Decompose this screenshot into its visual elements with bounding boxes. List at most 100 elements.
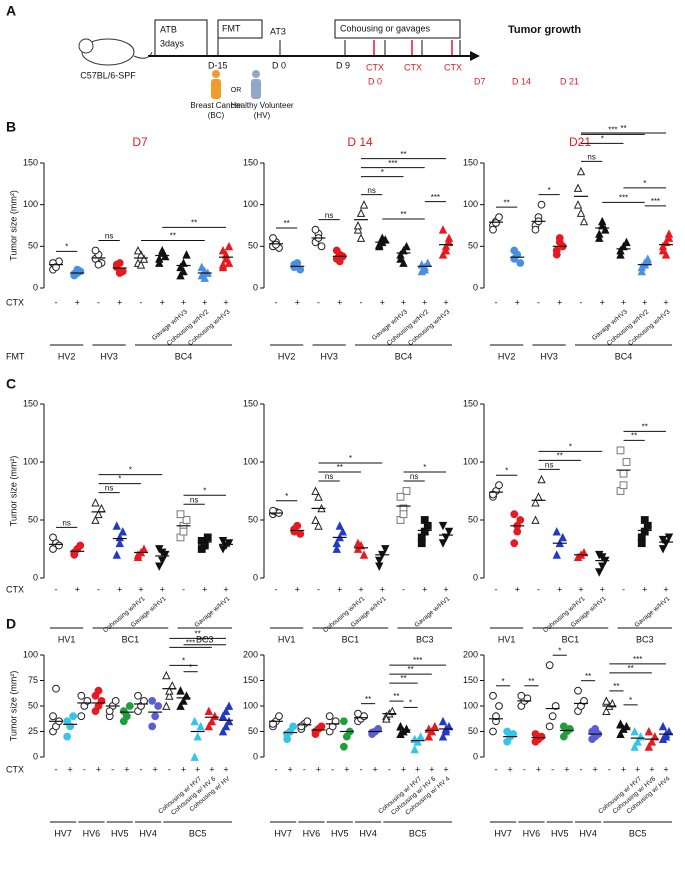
sig-label: * <box>643 179 646 188</box>
data-point <box>598 220 607 230</box>
data-point <box>221 706 231 715</box>
data-point <box>77 691 86 700</box>
data-point <box>438 521 448 531</box>
sig-label: ** <box>620 124 626 133</box>
panel-a: A C57BL/6-SPF ATB 3days FMT AT3 D-15 D 0… <box>6 3 581 120</box>
y-tick-label: 150 <box>23 398 38 408</box>
sig-label: * <box>629 696 632 705</box>
ctx-sign: - <box>97 584 100 594</box>
ctx-sign: - <box>55 584 58 594</box>
y-tick-label: 0 <box>33 751 38 761</box>
data-point <box>616 729 625 738</box>
data-point <box>339 742 348 751</box>
at3-label: AT3 <box>270 26 286 36</box>
ctx-sign: + <box>380 297 385 307</box>
timeline-arrow <box>470 51 480 61</box>
data-point <box>70 548 79 557</box>
atb-days: 3days <box>160 38 185 48</box>
data-point <box>55 541 63 550</box>
data-point <box>492 219 500 227</box>
data-point <box>661 237 671 247</box>
ctx-label: CTX <box>404 62 422 72</box>
sig-label: *** <box>633 655 642 664</box>
ctx-sign: + <box>337 297 342 307</box>
data-point <box>444 527 454 537</box>
data-point <box>193 732 202 741</box>
ctx-sign: + <box>663 764 668 774</box>
y-tick-label: 100 <box>243 700 258 710</box>
data-point <box>619 469 628 478</box>
section-label: BC1 <box>342 634 360 644</box>
ctx-arrows <box>373 40 453 55</box>
data-point <box>112 550 121 559</box>
sig-label: * <box>569 443 572 452</box>
data-point <box>224 716 234 726</box>
sig-label: ** <box>627 664 633 673</box>
ctx-sign: - <box>523 764 526 774</box>
data-point <box>224 241 234 251</box>
data-point <box>63 732 72 741</box>
data-point <box>353 220 363 230</box>
ctx-sign: + <box>75 297 80 307</box>
ctx-sign: - <box>580 297 583 307</box>
sig-label: ** <box>528 677 534 686</box>
section-label: BC1 <box>122 634 140 644</box>
data-point <box>616 446 625 455</box>
ctx-sign: - <box>495 584 498 594</box>
data-point <box>495 481 503 490</box>
ctx-sign: + <box>96 764 101 774</box>
data-point <box>314 492 323 501</box>
data-point <box>179 258 188 267</box>
atb-label: ATB <box>160 24 177 34</box>
data-point <box>664 229 674 238</box>
sig-label: * <box>203 486 206 495</box>
data-point <box>119 707 128 715</box>
data-point <box>438 225 448 234</box>
chart-title: D7 <box>132 135 148 149</box>
data-point <box>139 544 149 553</box>
ctx-sign: + <box>181 764 186 774</box>
data-point <box>382 714 391 723</box>
fmt-box <box>217 19 263 39</box>
red-day: D7 <box>474 76 486 86</box>
data-point <box>545 722 554 731</box>
data-point <box>359 200 369 209</box>
data-point <box>190 716 199 726</box>
sig-label: *** <box>388 159 397 168</box>
panel-letter: C <box>6 376 16 392</box>
ctx-sign: - <box>140 764 143 774</box>
data-point <box>204 706 214 715</box>
data-point <box>118 527 127 536</box>
data-point <box>359 550 369 559</box>
data-point <box>311 486 320 495</box>
ctx-sign: - <box>495 764 498 774</box>
data-point <box>636 732 645 741</box>
data-point <box>218 711 228 721</box>
y-tick-label: 0 <box>253 572 258 582</box>
data-point <box>182 250 191 259</box>
data-point <box>335 257 344 266</box>
group-sublabel: Gavage w/HV1 <box>633 595 671 629</box>
data-point <box>402 241 411 251</box>
hv-label: Healthy Volunteer <box>230 101 293 110</box>
data-point <box>513 527 522 536</box>
section-label: HV1 <box>498 634 516 644</box>
data-point <box>190 752 199 761</box>
data-point <box>155 562 164 571</box>
ctx-sign: + <box>401 764 406 774</box>
ctx-sign: - <box>168 764 171 774</box>
data-point <box>148 722 157 731</box>
data-point <box>218 536 228 546</box>
sig-label: *** <box>413 656 422 665</box>
ctx-label: CTX <box>444 62 462 72</box>
data-point <box>314 521 323 530</box>
data-point <box>165 686 174 695</box>
data-point <box>378 233 387 242</box>
y-tick-label: 0 <box>33 572 38 582</box>
sig-label: ** <box>407 665 413 674</box>
gavage-ticks <box>384 40 461 56</box>
day-label: D 9 <box>336 60 350 70</box>
data-point <box>368 728 377 737</box>
y-tick-label: 100 <box>23 456 38 466</box>
data-point <box>402 487 411 495</box>
